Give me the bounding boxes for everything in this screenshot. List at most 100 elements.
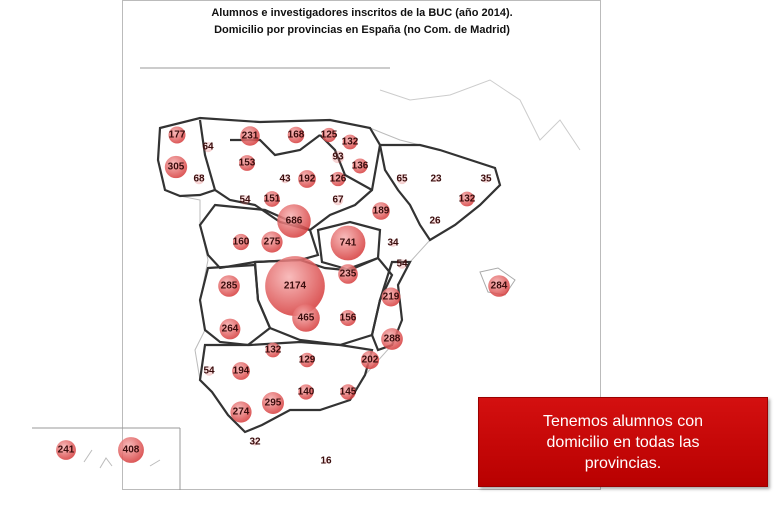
bubble (202, 141, 214, 153)
bubble-label: 68 (193, 174, 205, 185)
bubble (287, 126, 305, 144)
bubble (164, 155, 188, 179)
bubble (482, 175, 490, 183)
bubble (360, 350, 380, 370)
bubble (397, 259, 407, 269)
bubble (431, 217, 439, 225)
bubble-label: 132 (265, 345, 282, 356)
bubble (280, 174, 290, 184)
bubble-label: 64 (202, 142, 214, 153)
bubble-label: 465 (298, 313, 315, 324)
bubble (264, 191, 280, 207)
bubble (330, 171, 346, 187)
canarias (83, 449, 161, 469)
bubble (204, 366, 214, 376)
bubble (239, 155, 255, 171)
bubble (488, 275, 510, 297)
bubble-label: 132 (459, 194, 476, 205)
bubble-label: 54 (396, 259, 408, 270)
bubble (261, 231, 283, 253)
bubble-label: 295 (265, 398, 282, 409)
bubble-label: 274 (233, 407, 250, 418)
bubble (240, 126, 260, 146)
bubble (342, 134, 358, 150)
title-line-2: Domicilio por provincias en España (no C… (214, 24, 510, 36)
bubble-label: 16 (320, 456, 332, 467)
bubble (232, 362, 250, 380)
bubble (381, 287, 401, 307)
bubble-label: 67 (332, 195, 344, 206)
bubble (299, 352, 315, 368)
bubble (459, 191, 475, 207)
bubble-label: 93 (332, 152, 344, 163)
bubble (352, 158, 368, 174)
bubble-label: 34 (387, 238, 399, 249)
bubble-label: 235 (340, 269, 357, 280)
title-line-1: Alumnos e investigadores inscritos de la… (211, 7, 512, 19)
bubble (338, 264, 358, 284)
bubble-label: 23 (430, 174, 442, 185)
baleares (479, 267, 516, 296)
bubble-label: 136 (352, 161, 369, 172)
bubble (381, 328, 403, 350)
bubble (298, 384, 314, 400)
bubble-label: 129 (299, 355, 316, 366)
bubble-label: 177 (169, 130, 186, 141)
france-coast (379, 79, 581, 151)
bubble-label: 284 (491, 281, 508, 292)
bubble (262, 392, 284, 414)
bubble (292, 304, 320, 332)
bubble-label: 153 (239, 158, 256, 169)
bubble (240, 195, 250, 205)
bubble-label: 2174 (284, 281, 307, 292)
bubble (396, 173, 408, 185)
bubble-label: 32 (249, 437, 261, 448)
bubble (193, 173, 205, 185)
bubble-label: 35 (480, 174, 492, 185)
bubble-label: 54 (203, 366, 215, 377)
bubble (389, 239, 397, 247)
bubble-label: 741 (340, 238, 357, 249)
bubble (232, 233, 250, 251)
bubble (118, 437, 144, 463)
bubble (321, 127, 337, 143)
bubbles: 177 64 305 68 231 153 168 125 132 93 136 43 192 126 54… (56, 126, 510, 467)
bubble (332, 194, 344, 206)
bubble-label: 194 (233, 366, 250, 377)
bubble (277, 204, 311, 238)
bubble (432, 175, 440, 183)
bubble-label: 305 (168, 162, 185, 173)
bubble-label: 189 (373, 206, 390, 217)
bubble-label: 192 (299, 174, 316, 185)
bubble-label: 686 (286, 216, 303, 227)
bubble-label: 125 (321, 130, 338, 141)
bubble-label: 285 (221, 281, 238, 292)
bubble-label: 288 (384, 334, 401, 345)
bubble (219, 318, 241, 340)
bubble-label: 264 (222, 324, 239, 335)
bubble (265, 256, 325, 316)
inset-frame (32, 427, 181, 490)
bubble (331, 150, 345, 164)
bubble (56, 440, 76, 460)
bubble (251, 438, 259, 446)
bubble-label: 54 (239, 195, 251, 206)
bubble-label: 275 (264, 237, 281, 248)
bubble-label: 241 (58, 445, 75, 456)
callout: Tenemos alumnos con domicilio en todas l… (478, 397, 768, 487)
bubble-label: 26 (429, 216, 441, 227)
bubble-label: 408 (123, 445, 140, 456)
bubble-label: 132 (342, 137, 359, 148)
bubble-label: 202 (362, 355, 379, 366)
callout-text: Tenemos alumnos con domicilio en todas l… (542, 412, 704, 472)
bubble (372, 202, 390, 220)
bubble (298, 170, 316, 188)
bubble-label: 65 (396, 174, 408, 185)
bubble-label: 151 (264, 194, 281, 205)
bubble (340, 310, 356, 326)
bubble (265, 342, 281, 358)
bubble (218, 275, 240, 297)
bubble-label: 156 (340, 313, 357, 324)
bubble (230, 401, 252, 423)
